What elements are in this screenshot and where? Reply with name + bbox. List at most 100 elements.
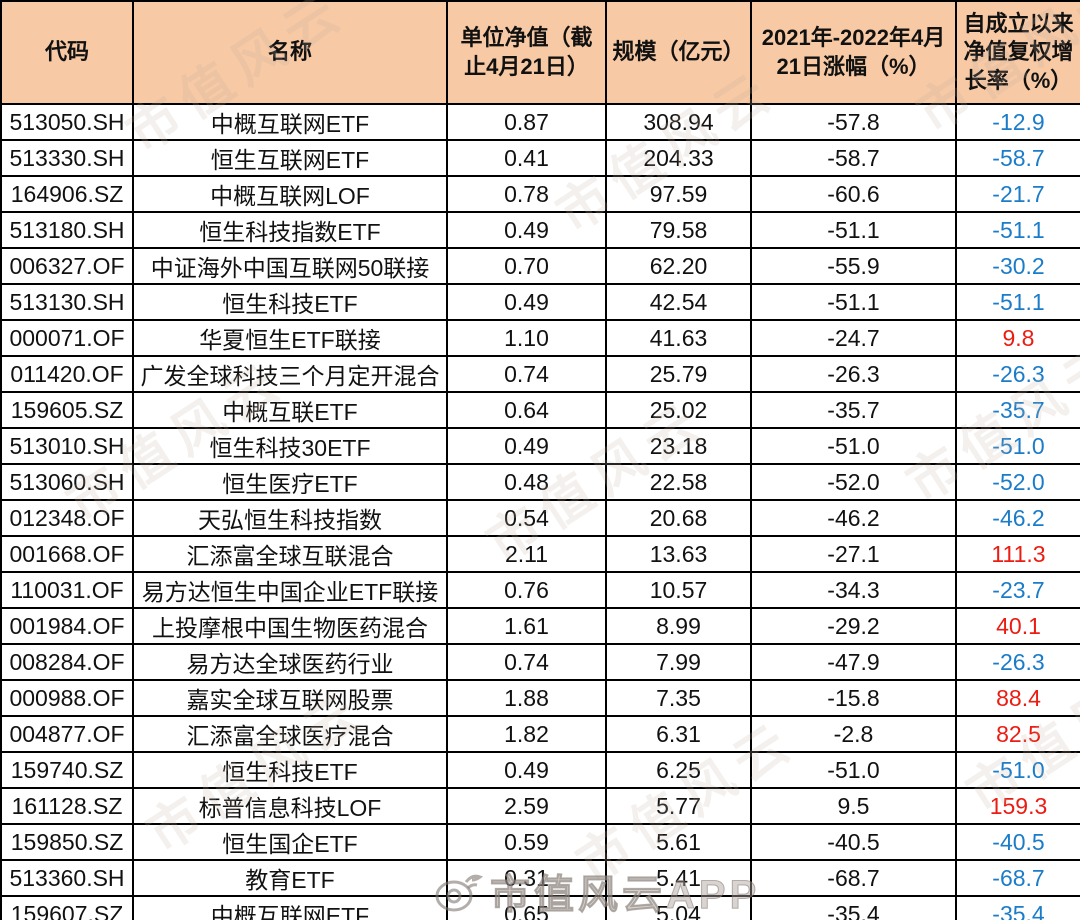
nav-cell: 0.87 bbox=[446, 103, 607, 141]
nav-cell: 0.64 bbox=[446, 391, 607, 429]
change-cell: -29.2 bbox=[750, 607, 957, 645]
table-row: 008284.OF 易方达全球医药行业 0.74 7.99 -47.9 -26.… bbox=[0, 643, 1080, 681]
change-cell: -26.3 bbox=[750, 355, 957, 393]
table-row: 001668.OF 汇添富全球互联混合 2.11 13.63 -27.1 111… bbox=[0, 535, 1080, 573]
growth-cell: -26.3 bbox=[955, 355, 1080, 393]
scale-cell: 5.04 bbox=[605, 895, 752, 920]
table-row: 011420.OF 广发全球科技三个月定开混合 0.74 25.79 -26.3… bbox=[0, 355, 1080, 393]
nav-cell: 0.74 bbox=[446, 643, 607, 681]
change-cell: 9.5 bbox=[750, 787, 957, 825]
growth-cell: -51.0 bbox=[955, 751, 1080, 789]
code-cell: 000071.OF bbox=[0, 319, 134, 357]
nav-cell: 2.11 bbox=[446, 535, 607, 573]
table-row: 000988.OF 嘉实全球互联网股票 1.88 7.35 -15.8 88.4 bbox=[0, 679, 1080, 717]
column-header-nav: 单位净值（截止4月21日） bbox=[446, 0, 607, 105]
change-cell: -47.9 bbox=[750, 643, 957, 681]
table-row: 513180.SH 恒生科技指数ETF 0.49 79.58 -51.1 -51… bbox=[0, 211, 1080, 249]
code-cell: 008284.OF bbox=[0, 643, 134, 681]
growth-cell: -26.3 bbox=[955, 643, 1080, 681]
column-header-growth: 自成立以来净值复权增长率（%） bbox=[955, 0, 1080, 105]
nav-cell: 1.61 bbox=[446, 607, 607, 645]
column-header-change: 2021年-2022年4月21日涨幅（%） bbox=[750, 0, 957, 105]
code-cell: 001984.OF bbox=[0, 607, 134, 645]
nav-cell: 0.54 bbox=[446, 499, 607, 537]
change-cell: -35.4 bbox=[750, 895, 957, 920]
scale-cell: 7.99 bbox=[605, 643, 752, 681]
scale-cell: 62.20 bbox=[605, 247, 752, 285]
name-cell: 中概互联ETF bbox=[132, 391, 448, 429]
change-cell: -46.2 bbox=[750, 499, 957, 537]
change-cell: -2.8 bbox=[750, 715, 957, 753]
scale-cell: 8.99 bbox=[605, 607, 752, 645]
change-cell: -34.3 bbox=[750, 571, 957, 609]
scale-cell: 7.35 bbox=[605, 679, 752, 717]
table-row: 159605.SZ 中概互联ETF 0.64 25.02 -35.7 -35.7 bbox=[0, 391, 1080, 429]
table-row: 513010.SH 恒生科技30ETF 0.49 23.18 -51.0 -51… bbox=[0, 427, 1080, 465]
code-cell: 513130.SH bbox=[0, 283, 134, 321]
name-cell: 汇添富全球医疗混合 bbox=[132, 715, 448, 753]
name-cell: 教育ETF bbox=[132, 859, 448, 897]
nav-cell: 0.59 bbox=[446, 823, 607, 861]
name-cell: 中概互联网LOF bbox=[132, 175, 448, 213]
growth-cell: 82.5 bbox=[955, 715, 1080, 753]
table-row: 513330.SH 恒生互联网ETF 0.41 204.33 -58.7 -58… bbox=[0, 139, 1080, 177]
change-cell: -51.1 bbox=[750, 283, 957, 321]
growth-cell: 88.4 bbox=[955, 679, 1080, 717]
column-header-scale: 规模（亿元） bbox=[605, 0, 752, 105]
column-header-code: 代码 bbox=[0, 0, 134, 105]
scale-cell: 41.63 bbox=[605, 319, 752, 357]
nav-cell: 0.31 bbox=[446, 859, 607, 897]
name-cell: 标普信息科技LOF bbox=[132, 787, 448, 825]
change-cell: -60.6 bbox=[750, 175, 957, 213]
code-cell: 513060.SH bbox=[0, 463, 134, 501]
growth-cell: -12.9 bbox=[955, 103, 1080, 141]
change-cell: -55.9 bbox=[750, 247, 957, 285]
nav-cell: 0.49 bbox=[446, 283, 607, 321]
table-row: 164906.SZ 中概互联网LOF 0.78 97.59 -60.6 -21.… bbox=[0, 175, 1080, 213]
name-cell: 天弘恒生科技指数 bbox=[132, 499, 448, 537]
table-row: 004877.OF 汇添富全球医疗混合 1.82 6.31 -2.8 82.5 bbox=[0, 715, 1080, 753]
code-cell: 000988.OF bbox=[0, 679, 134, 717]
growth-cell: -40.5 bbox=[955, 823, 1080, 861]
name-cell: 恒生互联网ETF bbox=[132, 139, 448, 177]
table-row: 006327.OF 中证海外中国互联网50联接 0.70 62.20 -55.9… bbox=[0, 247, 1080, 285]
change-cell: -57.8 bbox=[750, 103, 957, 141]
table-row: 161128.SZ 标普信息科技LOF 2.59 5.77 9.5 159.3 bbox=[0, 787, 1080, 825]
change-cell: -24.7 bbox=[750, 319, 957, 357]
nav-cell: 0.48 bbox=[446, 463, 607, 501]
scale-cell: 204.33 bbox=[605, 139, 752, 177]
change-cell: -51.1 bbox=[750, 211, 957, 249]
scale-cell: 6.25 bbox=[605, 751, 752, 789]
scale-cell: 20.68 bbox=[605, 499, 752, 537]
scale-cell: 25.02 bbox=[605, 391, 752, 429]
nav-cell: 1.82 bbox=[446, 715, 607, 753]
growth-cell: -46.2 bbox=[955, 499, 1080, 537]
table-row: 159740.SZ 恒生科技ETF 0.49 6.25 -51.0 -51.0 bbox=[0, 751, 1080, 789]
nav-cell: 0.49 bbox=[446, 751, 607, 789]
change-cell: -27.1 bbox=[750, 535, 957, 573]
name-cell: 华夏恒生ETF联接 bbox=[132, 319, 448, 357]
change-cell: -51.0 bbox=[750, 751, 957, 789]
header-row: 代码 名称 单位净值（截止4月21日） 规模（亿元） 2021年-2022年4月… bbox=[0, 0, 1080, 105]
table-row: 513050.SH 中概互联网ETF 0.87 308.94 -57.8 -12… bbox=[0, 103, 1080, 141]
nav-cell: 2.59 bbox=[446, 787, 607, 825]
code-cell: 012348.OF bbox=[0, 499, 134, 537]
name-cell: 中证海外中国互联网50联接 bbox=[132, 247, 448, 285]
name-cell: 恒生医疗ETF bbox=[132, 463, 448, 501]
growth-cell: 40.1 bbox=[955, 607, 1080, 645]
growth-cell: -52.0 bbox=[955, 463, 1080, 501]
table-row: 513360.SH 教育ETF 0.31 5.41 -68.7 -68.7 bbox=[0, 859, 1080, 897]
code-cell: 006327.OF bbox=[0, 247, 134, 285]
scale-cell: 5.41 bbox=[605, 859, 752, 897]
nav-cell: 0.49 bbox=[446, 211, 607, 249]
scale-cell: 6.31 bbox=[605, 715, 752, 753]
code-cell: 513360.SH bbox=[0, 859, 134, 897]
growth-cell: -58.7 bbox=[955, 139, 1080, 177]
growth-cell: -21.7 bbox=[955, 175, 1080, 213]
change-cell: -40.5 bbox=[750, 823, 957, 861]
scale-cell: 79.58 bbox=[605, 211, 752, 249]
table-row: 513130.SH 恒生科技ETF 0.49 42.54 -51.1 -51.1 bbox=[0, 283, 1080, 321]
change-cell: -68.7 bbox=[750, 859, 957, 897]
change-cell: -58.7 bbox=[750, 139, 957, 177]
scale-cell: 97.59 bbox=[605, 175, 752, 213]
